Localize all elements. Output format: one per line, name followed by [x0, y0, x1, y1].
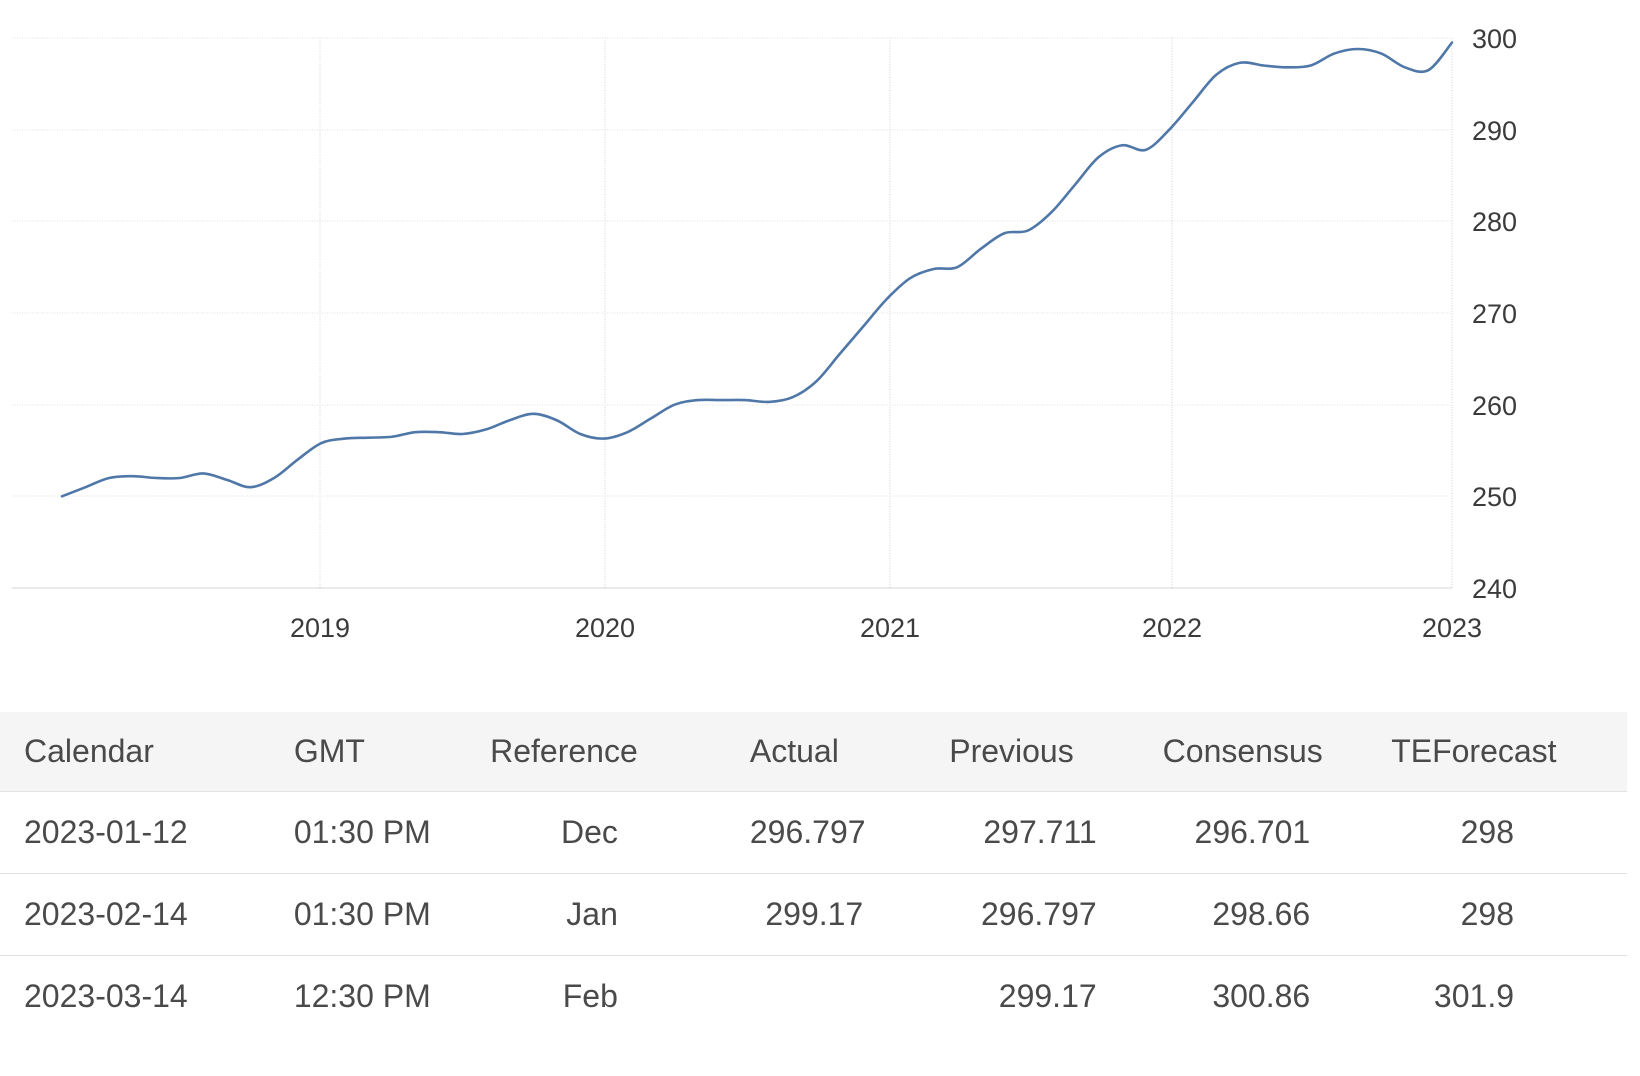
- svg-text:280: 280: [1472, 207, 1517, 237]
- svg-text:300: 300: [1472, 24, 1517, 54]
- svg-text:290: 290: [1472, 116, 1517, 146]
- svg-text:250: 250: [1472, 482, 1517, 512]
- svg-text:2021: 2021: [860, 613, 920, 643]
- svg-text:2022: 2022: [1142, 613, 1202, 643]
- svg-text:2023: 2023: [1422, 613, 1482, 643]
- svg-text:2019: 2019: [290, 613, 350, 643]
- svg-text:2020: 2020: [575, 613, 635, 643]
- svg-text:270: 270: [1472, 299, 1517, 329]
- svg-text:240: 240: [1472, 574, 1517, 604]
- svg-text:260: 260: [1472, 391, 1517, 421]
